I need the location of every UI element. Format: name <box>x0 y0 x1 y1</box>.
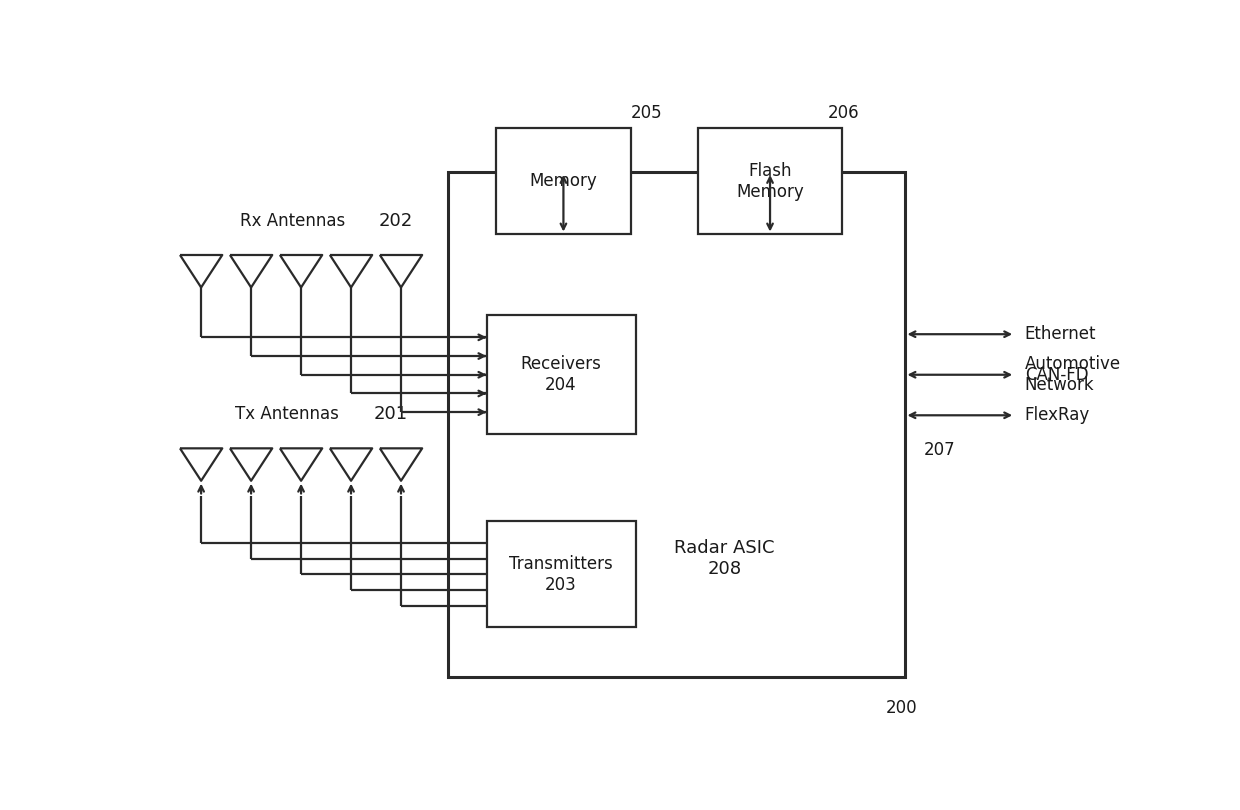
Text: Automotive
Network: Automotive Network <box>1024 356 1121 394</box>
Text: 205: 205 <box>631 104 662 122</box>
Bar <box>486 522 635 628</box>
Bar <box>448 172 905 677</box>
Text: 200: 200 <box>885 699 918 717</box>
Bar <box>698 128 842 234</box>
Text: Tx Antennas: Tx Antennas <box>234 405 339 423</box>
Text: Receivers
204: Receivers 204 <box>521 356 601 394</box>
Bar <box>486 316 635 434</box>
Text: Ethernet: Ethernet <box>1024 325 1096 343</box>
Text: CAN-FD: CAN-FD <box>1024 366 1089 384</box>
Text: Rx Antennas: Rx Antennas <box>239 211 345 230</box>
Text: 207: 207 <box>924 441 956 458</box>
Bar <box>496 128 631 234</box>
Text: Radar ASIC
208: Radar ASIC 208 <box>675 539 775 578</box>
Text: 202: 202 <box>379 211 413 230</box>
Text: 206: 206 <box>828 104 859 122</box>
Text: Flash
Memory: Flash Memory <box>737 162 804 201</box>
Text: Transmitters
203: Transmitters 203 <box>510 555 613 594</box>
Text: FlexRay: FlexRay <box>1024 407 1090 424</box>
Text: Memory: Memory <box>529 173 598 190</box>
Text: 201: 201 <box>374 405 408 423</box>
